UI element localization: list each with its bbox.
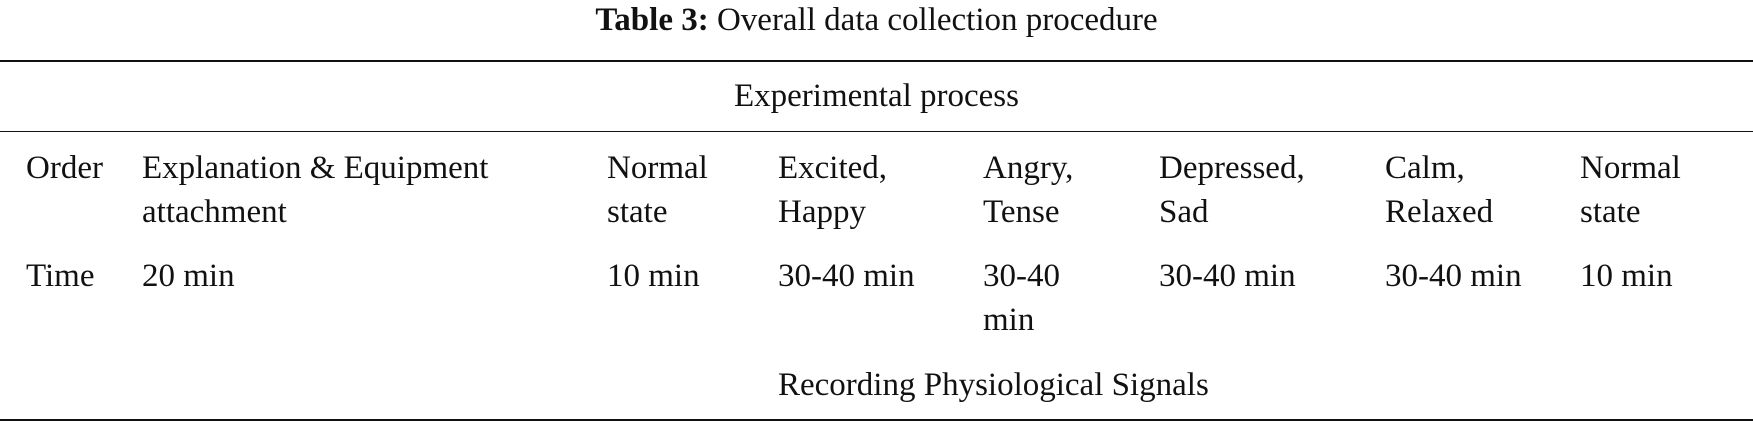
cell-line: 30-40 min: [1385, 258, 1522, 294]
mid-rule: [0, 131, 1753, 132]
bottom-rule: [0, 419, 1753, 421]
cell-line: Explanation & Equipment: [142, 150, 489, 186]
table-cell: Normal state: [1580, 146, 1681, 234]
table-cell: Excited, Happy: [778, 146, 887, 234]
table-cell: Angry, Tense: [983, 146, 1073, 234]
cell-line: 30-40: [983, 258, 1060, 294]
table-cell: 30-40 min: [1159, 254, 1296, 298]
caption-text: Overall data collection procedure: [716, 2, 1158, 38]
cell-line: 30-40 min: [1159, 258, 1296, 294]
table-cell: 10 min: [1580, 254, 1673, 298]
cell-line: 10 min: [1580, 258, 1673, 294]
table-cell: Normal state: [607, 146, 708, 234]
table-cell: 30-40 min: [778, 254, 915, 298]
cell-line: state: [1580, 194, 1641, 230]
caption-label: Table 3:: [595, 2, 709, 38]
recording-span-label: Recording Physiological Signals: [778, 367, 1209, 403]
table-cell: 30-40 min: [1385, 254, 1522, 298]
cell-line: min: [983, 302, 1035, 338]
cell-line: 30-40 min: [778, 258, 915, 294]
row-header-order: Order: [26, 150, 103, 186]
cell-line: Normal: [607, 150, 708, 186]
cell-line: Angry,: [983, 150, 1074, 186]
group-header: Experimental process: [734, 78, 1019, 114]
cell-line: attachment: [142, 194, 287, 230]
table-caption: Table 3: Overall data collection procedu…: [0, 0, 1753, 40]
cell-line: Sad: [1159, 194, 1209, 230]
cell-line: 20 min: [142, 258, 235, 294]
cell-line: 10 min: [607, 258, 700, 294]
table-cell: 20 min: [142, 254, 235, 298]
cell-line: Relaxed: [1385, 194, 1494, 230]
cell-line: Calm,: [1385, 150, 1465, 186]
cell-line: Happy: [778, 194, 866, 230]
table-cell: Depressed, Sad: [1159, 146, 1305, 234]
table-cell: 30-40 min: [983, 254, 1060, 342]
cell-line: Tense: [983, 194, 1060, 230]
table-cell: 10 min: [607, 254, 700, 298]
cell-line: Normal: [1580, 150, 1681, 186]
cell-line: Depressed,: [1159, 150, 1305, 186]
row-header-time: Time: [26, 258, 95, 294]
table-cell: Explanation & Equipment attachment: [142, 146, 488, 234]
cell-line: Excited,: [778, 150, 888, 186]
cell-line: state: [607, 194, 668, 230]
top-rule: [0, 60, 1753, 62]
table-cell: Calm, Relaxed: [1385, 146, 1493, 234]
